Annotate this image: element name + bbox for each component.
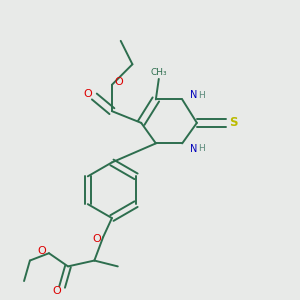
Text: O: O <box>37 246 46 256</box>
Text: O: O <box>92 234 101 244</box>
Text: O: O <box>83 88 92 99</box>
Text: N: N <box>190 90 197 100</box>
Text: CH₃: CH₃ <box>151 68 167 77</box>
Text: H: H <box>198 91 205 100</box>
Text: O: O <box>114 77 123 87</box>
Text: N: N <box>190 144 197 154</box>
Text: S: S <box>229 116 238 129</box>
Text: H: H <box>198 144 205 153</box>
Text: O: O <box>52 286 61 296</box>
